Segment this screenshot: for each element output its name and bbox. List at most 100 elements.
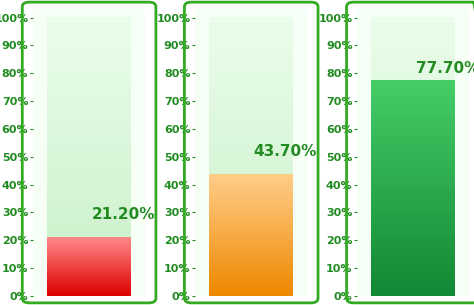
Bar	[210, 257, 293, 259]
Bar	[372, 106, 456, 110]
Bar	[47, 247, 131, 248]
Bar	[372, 220, 456, 224]
Bar	[372, 50, 456, 55]
Bar	[47, 275, 131, 276]
Bar	[210, 203, 293, 208]
Bar	[210, 208, 293, 212]
Bar	[372, 116, 456, 119]
Bar	[210, 205, 293, 207]
Bar	[210, 189, 293, 194]
Bar	[372, 249, 456, 253]
Bar	[210, 178, 293, 180]
Bar	[210, 284, 293, 286]
Bar	[372, 110, 456, 115]
Bar	[47, 87, 131, 92]
Bar	[47, 249, 131, 251]
Bar	[47, 254, 131, 259]
Bar	[210, 69, 293, 73]
Bar	[210, 36, 293, 41]
Bar	[47, 244, 131, 245]
Bar	[47, 248, 131, 249]
Bar	[47, 198, 131, 203]
Bar	[372, 155, 456, 159]
Bar	[210, 45, 293, 50]
Bar	[47, 284, 131, 285]
Bar	[372, 268, 456, 273]
Bar	[372, 291, 456, 296]
Bar	[210, 264, 293, 265]
Bar	[210, 59, 293, 64]
Bar	[47, 31, 131, 36]
Bar	[47, 268, 131, 269]
Bar	[47, 294, 131, 295]
Bar	[47, 22, 131, 27]
Bar	[47, 237, 131, 238]
Bar	[47, 115, 131, 120]
Bar	[210, 233, 293, 235]
Bar	[47, 143, 131, 147]
Bar	[47, 291, 131, 296]
Bar	[47, 263, 131, 268]
Bar	[372, 145, 456, 148]
Bar	[372, 134, 456, 138]
Bar	[210, 222, 293, 226]
Bar	[372, 181, 456, 184]
Bar	[210, 254, 293, 259]
Bar	[210, 261, 293, 264]
Bar	[210, 259, 293, 264]
Bar	[372, 188, 456, 191]
Bar	[210, 92, 293, 96]
Bar	[210, 290, 293, 292]
Bar	[47, 276, 131, 277]
Bar	[210, 212, 293, 217]
Bar	[210, 292, 293, 294]
Bar	[372, 184, 456, 188]
Bar	[372, 213, 456, 217]
Bar	[210, 231, 293, 233]
Bar	[210, 143, 293, 147]
Bar	[372, 92, 456, 96]
Bar	[47, 240, 131, 245]
Bar	[210, 265, 293, 267]
Bar	[47, 110, 131, 115]
Bar	[47, 290, 131, 291]
Bar	[210, 184, 293, 186]
Bar	[47, 270, 131, 271]
Bar	[372, 119, 456, 123]
Bar	[210, 237, 293, 239]
Bar	[47, 272, 131, 273]
Bar	[47, 45, 131, 50]
Bar	[372, 289, 456, 292]
Bar	[210, 17, 293, 22]
Bar	[372, 96, 456, 101]
Bar	[372, 152, 456, 155]
Bar	[372, 195, 456, 199]
Bar	[372, 80, 456, 83]
Bar	[210, 129, 293, 134]
Bar	[210, 120, 293, 124]
Bar	[210, 22, 293, 27]
Bar	[47, 292, 131, 293]
Bar	[47, 283, 131, 284]
Bar	[210, 73, 293, 78]
Bar	[47, 217, 131, 222]
Bar	[210, 278, 293, 280]
Bar	[210, 267, 293, 270]
Bar	[47, 147, 131, 152]
Bar	[210, 185, 293, 189]
Bar	[372, 235, 456, 238]
Bar	[210, 273, 293, 277]
Bar	[210, 213, 293, 215]
Bar	[47, 289, 131, 290]
Bar	[372, 59, 456, 64]
Bar	[210, 198, 293, 203]
Bar	[210, 209, 293, 211]
Bar	[47, 277, 131, 282]
Bar	[47, 277, 131, 278]
Bar	[47, 92, 131, 96]
Bar	[47, 129, 131, 134]
Bar	[210, 245, 293, 249]
Bar	[210, 27, 293, 31]
Bar	[372, 159, 456, 163]
Bar	[210, 239, 293, 241]
